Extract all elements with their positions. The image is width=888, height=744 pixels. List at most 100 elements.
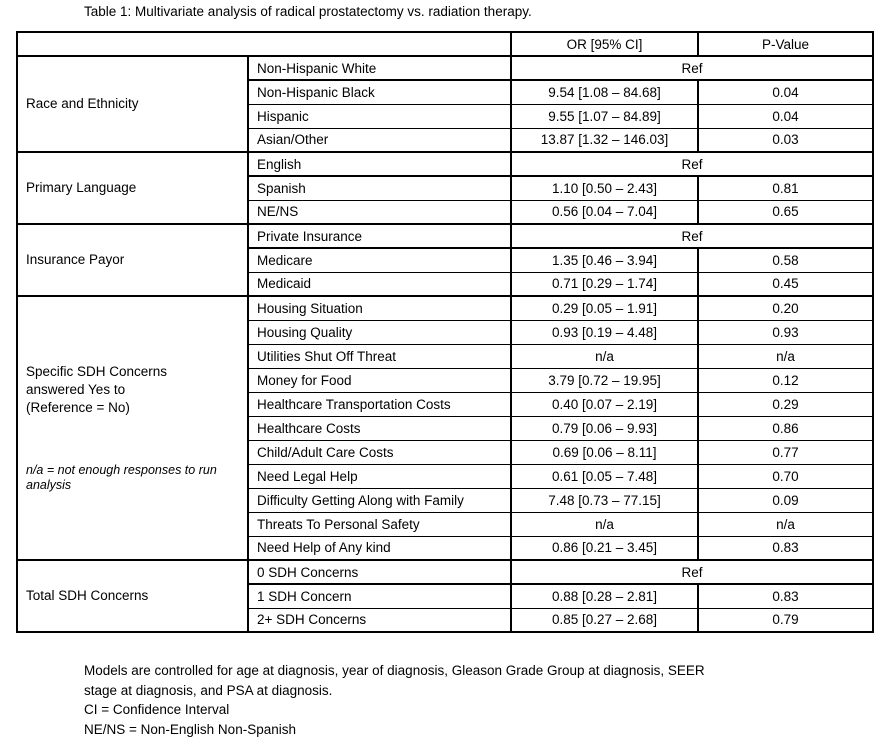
p-value: 0.86 bbox=[697, 415, 874, 441]
p-value: n/a bbox=[697, 511, 874, 537]
group-label-text: Primary Language bbox=[26, 180, 137, 195]
group-label-text: Race and Ethnicity bbox=[26, 96, 139, 111]
header-empty-cell bbox=[16, 31, 512, 57]
table-title: Table 1: Multivariate analysis of radica… bbox=[84, 4, 532, 19]
group-label-text: Insurance Payor bbox=[26, 252, 125, 267]
table-row: NE/NS 0.56 [0.04 – 7.04] 0.65 bbox=[17, 199, 874, 225]
or-value: n/a bbox=[510, 343, 699, 369]
row-label: Need Legal Help bbox=[247, 463, 512, 489]
p-value: 0.77 bbox=[697, 439, 874, 465]
or-value: 13.87 [1.32 – 146.03] bbox=[510, 127, 699, 153]
group-label-insurance-payor: Insurance Payor bbox=[16, 223, 249, 297]
or-value: 0.88 [0.28 – 2.81] bbox=[510, 583, 699, 609]
group-label-race-ethnicity: Race and Ethnicity bbox=[16, 55, 249, 153]
row-label: Child/Adult Care Costs bbox=[247, 439, 512, 465]
table-row: Insurance Payor Private Insurance Ref bbox=[16, 223, 874, 297]
table-row: Medicare 1.35 [0.46 – 3.94] 0.58 bbox=[17, 247, 874, 273]
or-value: 0.85 [0.27 – 2.68] bbox=[510, 607, 699, 633]
table-row: 1 SDH Concern 0.88 [0.28 – 2.81] 0.83 bbox=[17, 583, 874, 609]
header-pvalue: P-Value bbox=[697, 31, 874, 57]
row-label: Asian/Other bbox=[247, 127, 512, 153]
p-value: 0.20 bbox=[697, 295, 874, 321]
row-label: Need Help of Any kind bbox=[247, 535, 512, 561]
table-row: Non-Hispanic Black 9.54 [1.08 – 84.68] 0… bbox=[17, 79, 874, 105]
row-label: 1 SDH Concern bbox=[247, 583, 512, 609]
p-value: n/a bbox=[697, 343, 874, 369]
footnote-line: CI = Confidence Interval bbox=[84, 702, 230, 717]
row-label: Spanish bbox=[247, 175, 512, 201]
or-value: 0.40 [0.07 – 2.19] bbox=[510, 391, 699, 417]
table-row: Healthcare Transportation Costs 0.40 [0.… bbox=[17, 391, 874, 417]
or-value: n/a bbox=[510, 511, 699, 537]
row-label: NE/NS bbox=[247, 199, 512, 225]
p-value: 0.83 bbox=[697, 535, 874, 561]
p-value: 0.12 bbox=[697, 367, 874, 393]
group-label-note: n/a = not enough responses to run analys… bbox=[26, 463, 217, 492]
footnote-line: NE/NS = Non-English Non-Spanish bbox=[84, 721, 296, 737]
table-row: Medicaid 0.71 [0.29 – 1.74] 0.45 bbox=[17, 271, 874, 297]
row-label: Threats To Personal Safety bbox=[247, 511, 512, 537]
table-row: 2+ SDH Concerns 0.85 [0.27 – 2.68] 0.79 bbox=[17, 607, 874, 633]
table-row: Threats To Personal Safety n/a n/a bbox=[17, 511, 874, 537]
group-label-total-sdh: Total SDH Concerns bbox=[16, 559, 249, 633]
table-row: Primary Language English Ref bbox=[16, 151, 874, 225]
table-row: Specific SDH Concerns answered Yes to (R… bbox=[16, 295, 874, 561]
group-label-specific-sdh: Specific SDH Concerns answered Yes to (R… bbox=[16, 295, 249, 561]
p-value: 0.65 bbox=[697, 199, 874, 225]
p-value: 0.83 bbox=[697, 583, 874, 609]
header-row: OR [95% CI] P-Value bbox=[16, 31, 874, 57]
p-value: 0.79 bbox=[697, 607, 874, 633]
p-value: 0.29 bbox=[697, 391, 874, 417]
or-value: 7.48 [0.73 – 77.15] bbox=[510, 487, 699, 513]
or-value: 0.29 [0.05 – 1.91] bbox=[510, 295, 699, 321]
row-label: Money for Food bbox=[247, 367, 512, 393]
row-label: Medicare bbox=[247, 247, 512, 273]
or-value: 0.71 [0.29 – 1.74] bbox=[510, 271, 699, 297]
or-value: 1.10 [0.50 – 2.43] bbox=[510, 175, 699, 201]
p-value: 0.70 bbox=[697, 463, 874, 489]
row-label: Difficulty Getting Along with Family bbox=[247, 487, 512, 513]
row-label: Housing Situation bbox=[247, 295, 512, 321]
footnotes: Models are controlled for age at diagnos… bbox=[84, 661, 705, 739]
table-row: Total SDH Concerns 0 SDH Concerns Ref bbox=[16, 559, 874, 633]
footnote-line: stage at diagnosis, and PSA at diagnosis… bbox=[84, 682, 333, 698]
row-label: 0 SDH Concerns bbox=[247, 559, 512, 585]
results-table: OR [95% CI] P-Value Race and Ethnicity N… bbox=[16, 31, 874, 633]
or-value: 3.79 [0.72 – 19.95] bbox=[510, 367, 699, 393]
table-row: Housing Quality 0.93 [0.19 – 4.48] 0.93 bbox=[17, 319, 874, 345]
group-label-text: Specific SDH Concerns answered Yes to (R… bbox=[26, 364, 168, 415]
p-value: 0.04 bbox=[697, 79, 874, 105]
p-value: 0.81 bbox=[697, 175, 874, 201]
table-row: Asian/Other 13.87 [1.32 – 146.03] 0.03 bbox=[17, 127, 874, 153]
or-value: 9.54 [1.08 – 84.68] bbox=[510, 79, 699, 105]
table-row: Hispanic 9.55 [1.07 – 84.89] 0.04 bbox=[17, 103, 874, 129]
row-label: Private Insurance bbox=[247, 223, 512, 249]
row-label: Medicaid bbox=[247, 271, 512, 297]
or-value: 0.61 [0.05 – 7.48] bbox=[510, 463, 699, 489]
or-value: 0.69 [0.06 – 8.11] bbox=[510, 439, 699, 465]
p-value: 0.04 bbox=[697, 103, 874, 129]
or-value: 1.35 [0.46 – 3.94] bbox=[510, 247, 699, 273]
or-value: 0.79 [0.06 – 9.93] bbox=[510, 415, 699, 441]
group-label-primary-language: Primary Language bbox=[16, 151, 249, 225]
table-row: Difficulty Getting Along with Family 7.4… bbox=[17, 487, 874, 513]
ref-value: Ref bbox=[510, 559, 874, 585]
p-value: 0.03 bbox=[697, 127, 874, 153]
row-label: Hispanic bbox=[247, 103, 512, 129]
table-row: Race and Ethnicity Non-Hispanic White Re… bbox=[16, 55, 874, 153]
footnote-line: Models are controlled for age at diagnos… bbox=[84, 663, 705, 678]
or-value: 9.55 [1.07 – 84.89] bbox=[510, 103, 699, 129]
table-row: Spanish 1.10 [0.50 – 2.43] 0.81 bbox=[17, 175, 874, 201]
row-label: Healthcare Costs bbox=[247, 415, 512, 441]
table-row: Money for Food 3.79 [0.72 – 19.95] 0.12 bbox=[17, 367, 874, 393]
row-label: Housing Quality bbox=[247, 319, 512, 345]
p-value: 0.09 bbox=[697, 487, 874, 513]
p-value: 0.58 bbox=[697, 247, 874, 273]
ref-value: Ref bbox=[510, 151, 874, 177]
or-value: 0.56 [0.04 – 7.04] bbox=[510, 199, 699, 225]
row-label: Utilities Shut Off Threat bbox=[247, 343, 512, 369]
header-or: OR [95% CI] bbox=[510, 31, 699, 57]
p-value: 0.93 bbox=[697, 319, 874, 345]
ref-value: Ref bbox=[510, 223, 874, 249]
